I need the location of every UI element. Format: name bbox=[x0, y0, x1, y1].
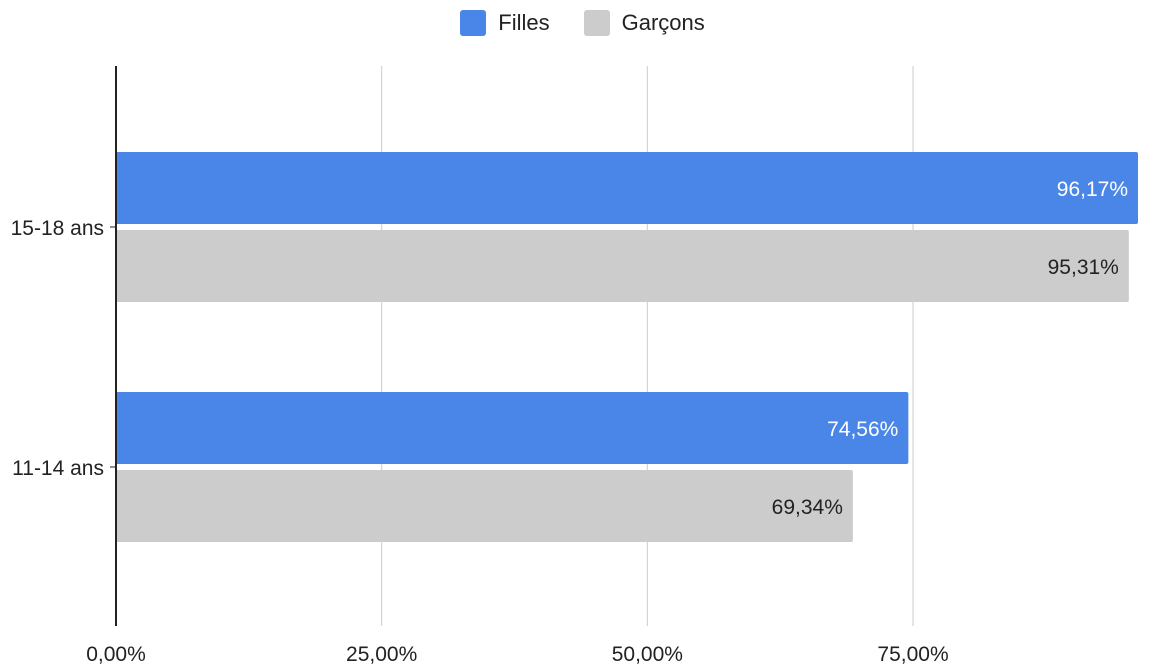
bar-filles-1[interactable] bbox=[116, 392, 909, 464]
bar-gar-ons-1[interactable] bbox=[116, 470, 853, 542]
legend-item-garcons[interactable]: Garçons bbox=[583, 10, 705, 36]
category-label: 15-18 ans bbox=[11, 217, 104, 240]
chart-legend: Filles Garçons bbox=[0, 10, 1165, 36]
data-label: 74,56% bbox=[827, 418, 898, 441]
legend-item-filles[interactable]: Filles bbox=[460, 10, 550, 36]
x-tick-label: 75,00% bbox=[877, 643, 948, 666]
bar-gar-ons-0[interactable] bbox=[116, 230, 1129, 302]
data-label: 95,31% bbox=[1048, 256, 1119, 279]
bars: 96,17% 95,31% 74,56% 69,34% bbox=[116, 152, 1138, 542]
data-label: 69,34% bbox=[772, 496, 843, 519]
bar-filles-0[interactable] bbox=[116, 152, 1138, 224]
legend-label-filles: Filles bbox=[498, 10, 550, 35]
x-tick-label: 0,00% bbox=[86, 643, 146, 666]
x-tick-label: 25,00% bbox=[346, 643, 417, 666]
data-label: 96,17% bbox=[1057, 178, 1128, 201]
category-label: 11-14 ans bbox=[12, 457, 104, 480]
x-tick-labels: 0,00% 25,00% 50,00% 75,00% bbox=[86, 643, 948, 666]
legend-swatch-garcons bbox=[583, 10, 610, 36]
x-tick-label: 50,00% bbox=[612, 643, 683, 666]
legend-label-garcons: Garçons bbox=[621, 10, 705, 35]
legend-swatch-filles bbox=[460, 10, 487, 36]
category-labels: 15-18 ans 11-14 ans bbox=[11, 217, 116, 480]
